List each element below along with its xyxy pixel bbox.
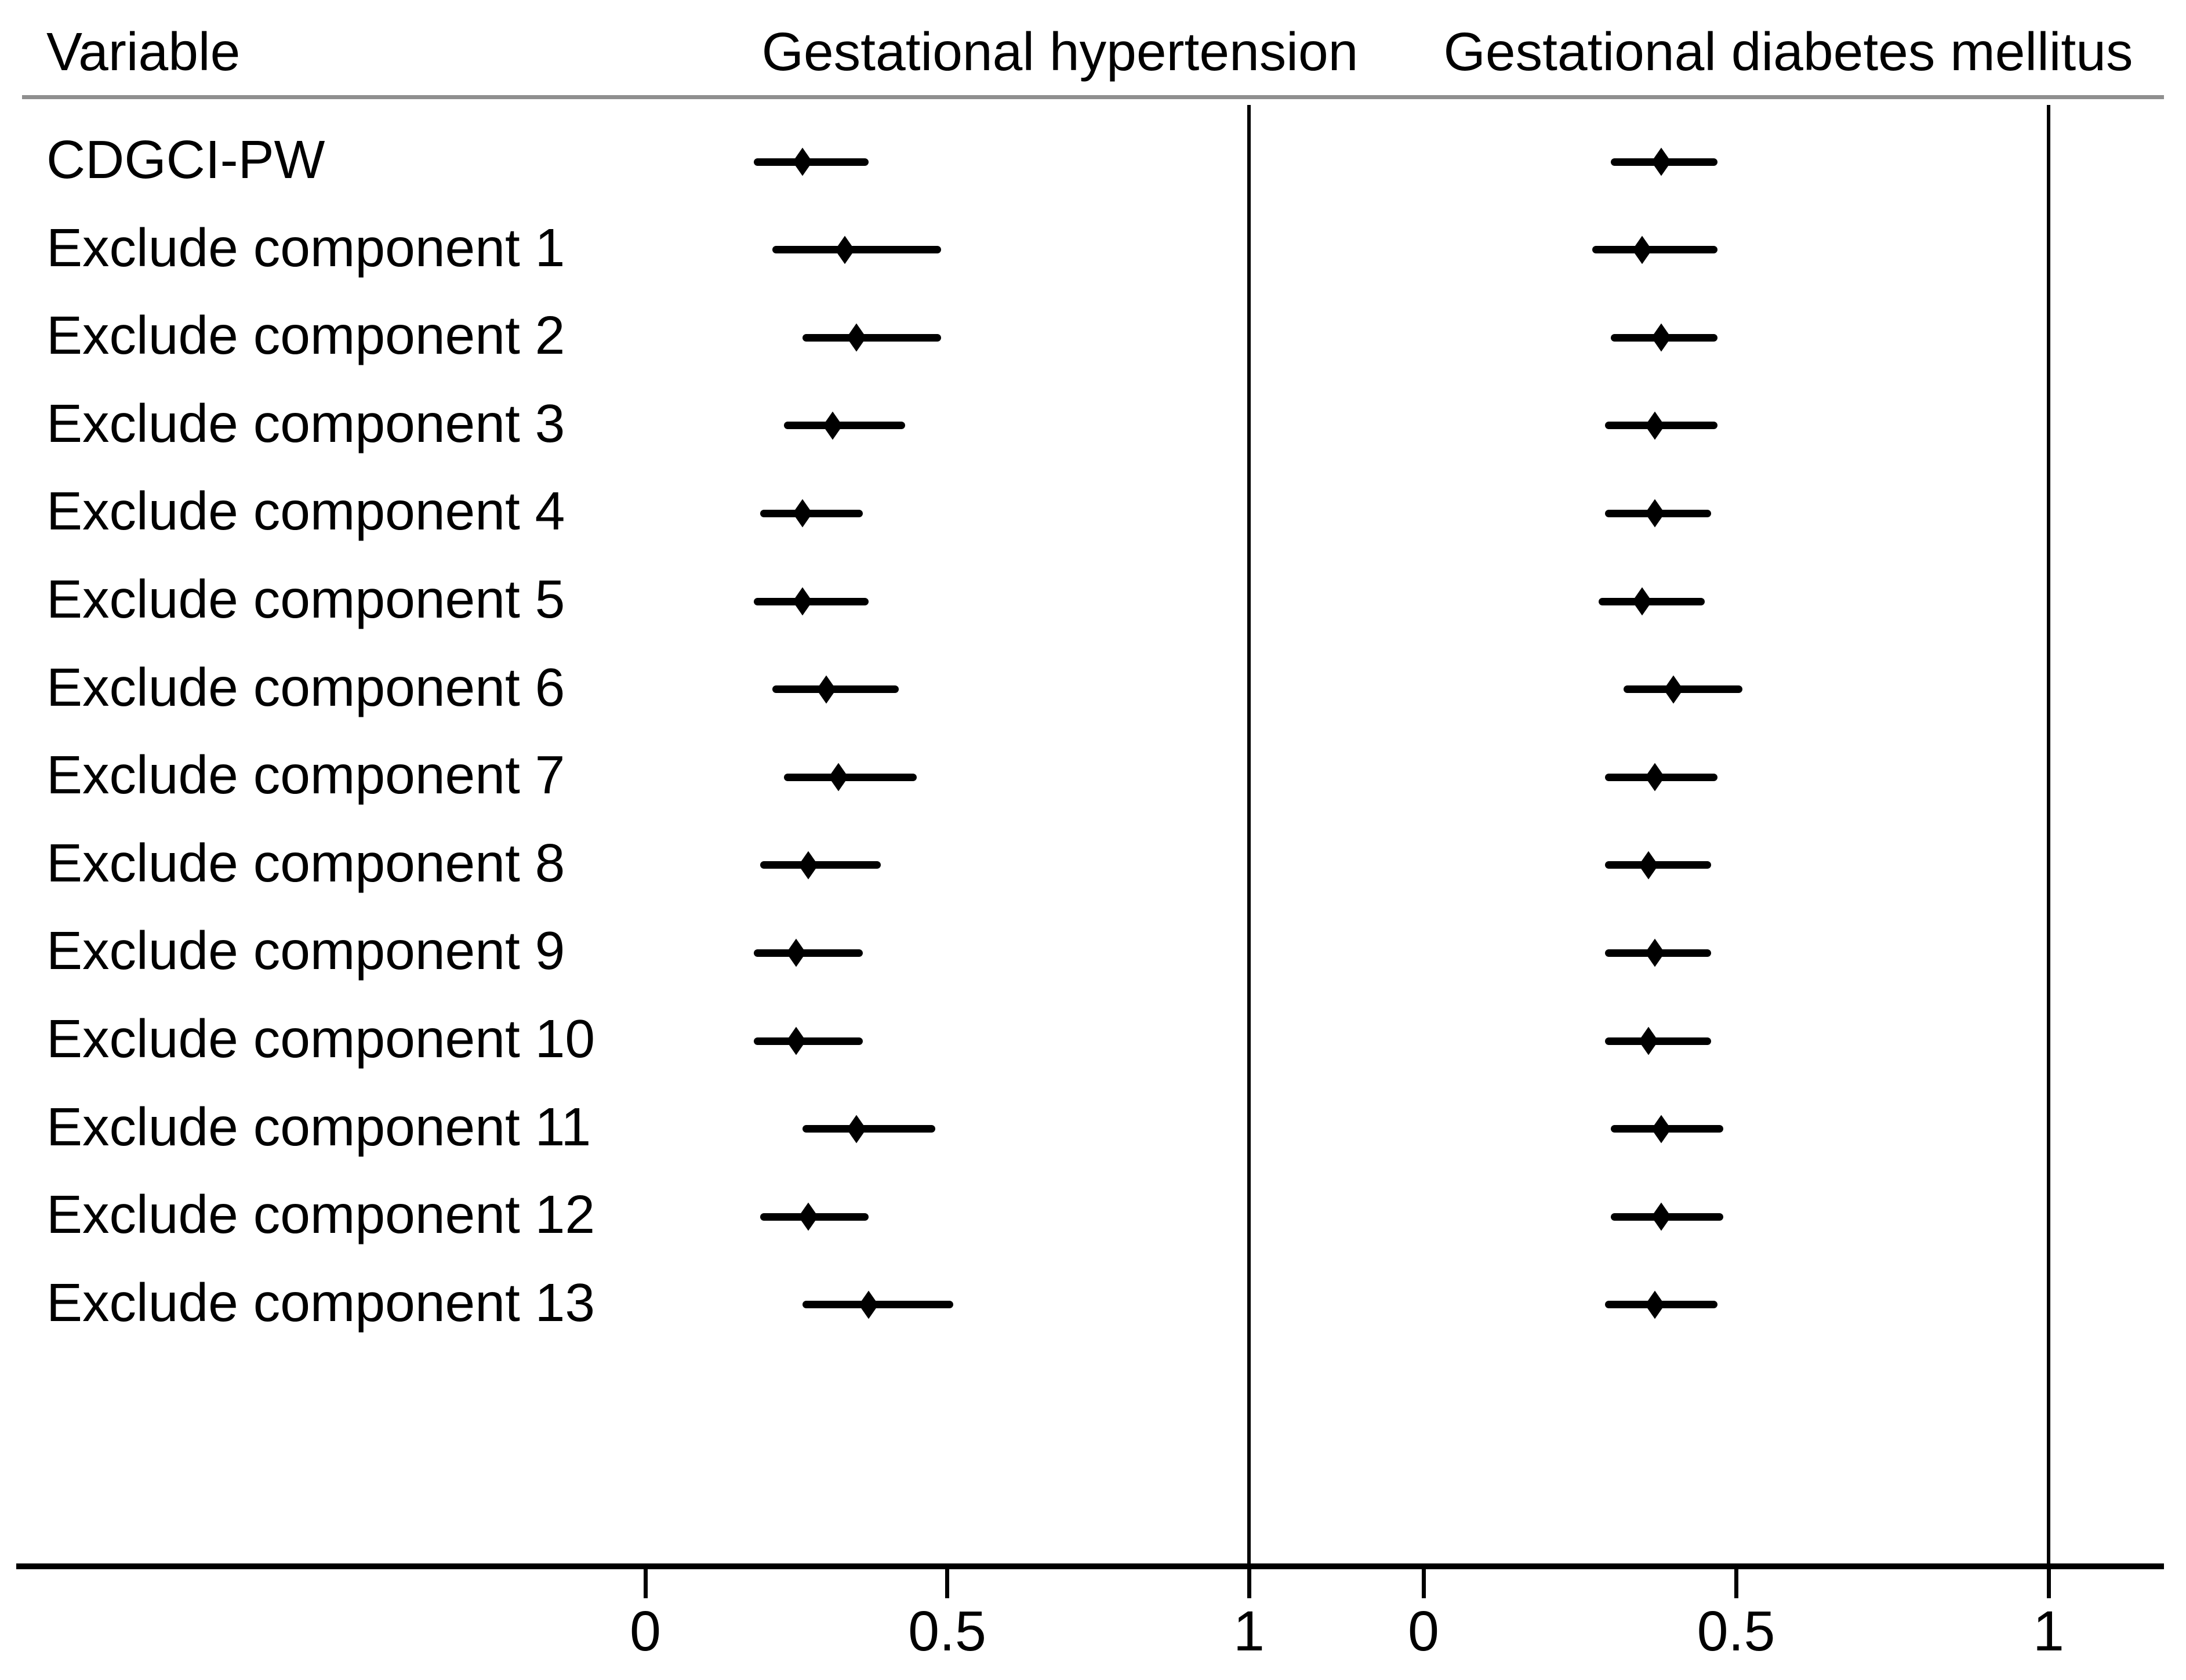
row-label: Exclude component 1 bbox=[46, 217, 565, 278]
axis-tick-label: 1 bbox=[1233, 1599, 1265, 1663]
ci-line bbox=[802, 333, 942, 342]
column-header-gestational-diabetes-mellitus: Gestational diabetes mellitus bbox=[1443, 21, 2133, 82]
diamond-marker bbox=[786, 938, 807, 967]
diamond-marker bbox=[798, 1202, 819, 1231]
diamond-marker bbox=[792, 499, 812, 528]
ci-line bbox=[754, 949, 863, 957]
row-label: Exclude component 4 bbox=[46, 481, 565, 542]
diamond-marker bbox=[1651, 323, 1671, 352]
diamond-marker bbox=[847, 1115, 867, 1143]
diamond-marker bbox=[1651, 1202, 1671, 1231]
diamond-marker bbox=[1664, 675, 1684, 703]
x-axis-line bbox=[16, 1563, 2164, 1569]
ci-line bbox=[802, 1125, 935, 1133]
diamond-marker bbox=[1632, 235, 1653, 264]
diamond-marker bbox=[1639, 1026, 1659, 1055]
ci-line bbox=[784, 773, 917, 781]
diamond-marker bbox=[1644, 499, 1665, 528]
row-label: Exclude component 11 bbox=[46, 1096, 591, 1157]
reference-line-panel-1 bbox=[1247, 105, 1251, 1563]
reference-line-panel-2 bbox=[2047, 105, 2050, 1563]
diamond-marker bbox=[1644, 1290, 1665, 1319]
diamond-marker bbox=[1644, 411, 1665, 440]
axis-tick-label: 1 bbox=[2033, 1599, 2064, 1663]
diamond-marker bbox=[859, 1290, 879, 1319]
row-label: Exclude component 10 bbox=[46, 1008, 595, 1069]
row-label: Exclude component 12 bbox=[46, 1184, 595, 1244]
diamond-marker bbox=[829, 763, 849, 792]
row-label: Exclude component 3 bbox=[46, 393, 565, 453]
row-label: Exclude component 8 bbox=[46, 832, 565, 893]
ci-line bbox=[760, 861, 881, 869]
ci-line bbox=[754, 1037, 863, 1045]
axis-tick bbox=[945, 1569, 949, 1598]
row-label: Exclude component 6 bbox=[46, 656, 565, 717]
diamond-marker bbox=[786, 1026, 807, 1055]
diamond-marker bbox=[1632, 587, 1653, 616]
diamond-marker bbox=[834, 235, 855, 264]
row-label: Exclude component 13 bbox=[46, 1272, 595, 1333]
row-label: Exclude component 2 bbox=[46, 304, 565, 365]
axis-tick bbox=[643, 1569, 648, 1598]
header-rule bbox=[22, 95, 2164, 99]
column-header-gestational-hypertension: Gestational hypertension bbox=[761, 21, 1359, 82]
axis-tick bbox=[1421, 1569, 1426, 1598]
axis-tick bbox=[1734, 1569, 1738, 1598]
row-label: Exclude component 9 bbox=[46, 920, 565, 981]
diamond-marker bbox=[792, 587, 812, 616]
axis-tick-label: 0.5 bbox=[1697, 1599, 1775, 1663]
diamond-marker bbox=[847, 323, 867, 352]
row-label: CDGCI-PW bbox=[46, 129, 325, 190]
row-label: Exclude component 7 bbox=[46, 744, 565, 805]
axis-tick bbox=[2046, 1569, 2051, 1598]
diamond-marker bbox=[816, 675, 837, 703]
axis-tick-label: 0 bbox=[630, 1599, 661, 1663]
ci-line bbox=[784, 422, 905, 430]
ci-line bbox=[772, 246, 942, 254]
axis-tick-label: 0.5 bbox=[908, 1599, 986, 1663]
diamond-marker bbox=[798, 851, 819, 880]
axis-tick bbox=[1247, 1569, 1251, 1598]
diamond-marker bbox=[822, 411, 843, 440]
diamond-marker bbox=[1644, 763, 1665, 792]
diamond-marker bbox=[792, 147, 812, 176]
axis-tick-label: 0 bbox=[1408, 1599, 1439, 1663]
row-label: Exclude component 5 bbox=[46, 568, 565, 629]
diamond-marker bbox=[1639, 851, 1659, 880]
diamond-marker bbox=[1644, 938, 1665, 967]
diamond-marker bbox=[1651, 147, 1671, 176]
column-header-variable: Variable bbox=[46, 21, 241, 82]
ci-line bbox=[1592, 246, 1717, 254]
diamond-marker bbox=[1651, 1115, 1671, 1143]
